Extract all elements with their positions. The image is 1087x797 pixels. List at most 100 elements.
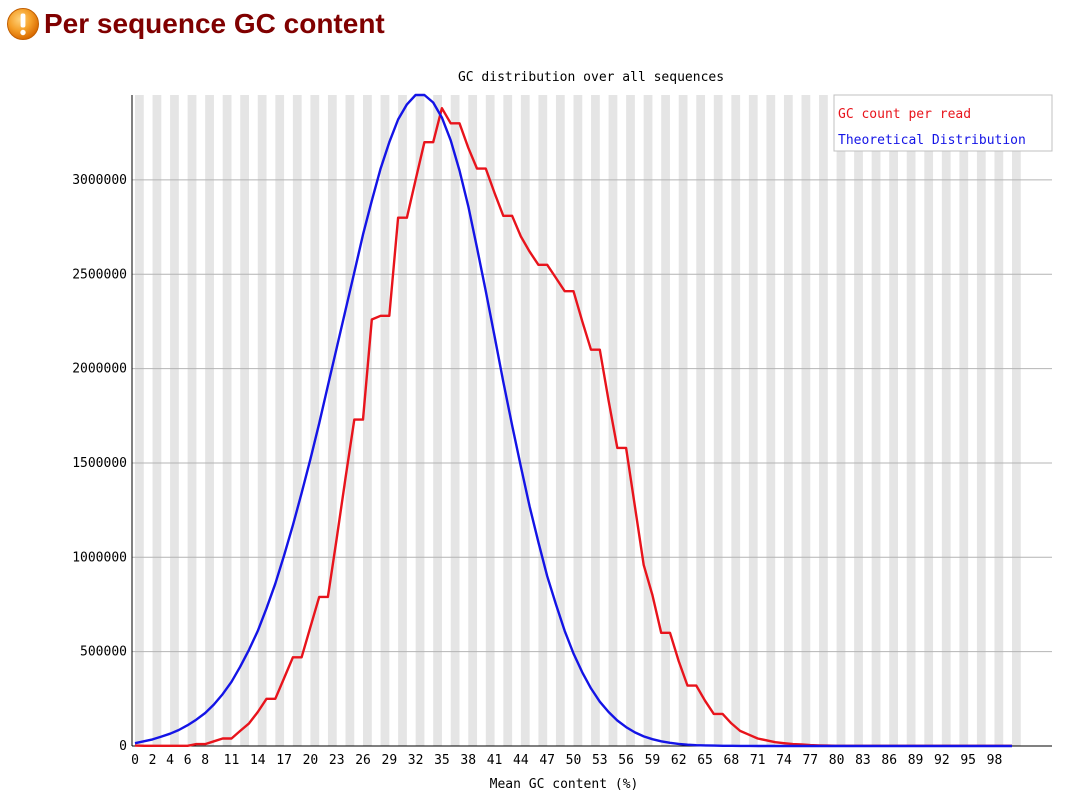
stripe-band bbox=[924, 95, 934, 746]
x-tick-label: 2 bbox=[149, 753, 157, 768]
x-tick-label: 4 bbox=[166, 753, 174, 768]
stripe-band bbox=[135, 95, 144, 746]
stripe-band bbox=[222, 95, 232, 746]
stripe-band bbox=[994, 95, 1004, 746]
stripe-band bbox=[889, 95, 898, 746]
stripe-band bbox=[310, 95, 320, 746]
stripe-band bbox=[591, 95, 600, 746]
stripe-band bbox=[941, 95, 951, 746]
x-tick-label: 59 bbox=[645, 753, 661, 768]
stripe-band bbox=[468, 95, 478, 746]
stripe-band bbox=[731, 95, 741, 746]
x-tick-label: 17 bbox=[276, 753, 292, 768]
stripe-band bbox=[415, 95, 425, 746]
stripe-band bbox=[678, 95, 688, 746]
stripe-band bbox=[345, 95, 355, 746]
stripe-band bbox=[450, 95, 460, 746]
legend: GC count per read Theoretical Distributi… bbox=[833, 94, 1053, 152]
stripe-band bbox=[959, 95, 969, 746]
grid-lines bbox=[132, 179, 1052, 653]
x-tick-label: 62 bbox=[671, 753, 687, 768]
x-tick-label: 32 bbox=[408, 753, 424, 768]
chart-title: GC distribution over all sequences bbox=[458, 70, 724, 85]
x-tick-label: 68 bbox=[724, 753, 740, 768]
x-tick-label: 77 bbox=[802, 753, 818, 768]
stripe-band bbox=[398, 95, 407, 746]
stripe-band bbox=[292, 95, 302, 746]
stripe-band bbox=[503, 95, 513, 746]
stripe-band bbox=[819, 95, 828, 746]
stripe-band bbox=[187, 95, 197, 746]
stripe-band bbox=[573, 95, 583, 746]
stripe-band bbox=[836, 95, 846, 746]
stripe-band bbox=[766, 95, 776, 746]
stripe-band bbox=[363, 95, 372, 746]
stripe-band bbox=[205, 95, 214, 746]
x-tick-label: 14 bbox=[250, 753, 266, 768]
stripe-band bbox=[643, 95, 653, 746]
x-tick-label: 98 bbox=[987, 753, 1003, 768]
stripe-band bbox=[801, 95, 811, 746]
y-tick-label: 1500000 bbox=[72, 456, 127, 471]
x-tick-label: 20 bbox=[303, 753, 319, 768]
stripe-band bbox=[1012, 95, 1021, 746]
gc-content-chart: 0 2 4 6 8 11 14 17 20 23 26 29 32 35 38 41 44 47 50 53 56 59 6… bbox=[72, 70, 1053, 792]
y-tick-labels: 0 500000 1000000 1500000 2000000 2500000 30000… bbox=[72, 173, 127, 754]
x-tick-label: 47 bbox=[539, 753, 555, 768]
y-tick-label: 0 bbox=[119, 739, 127, 754]
series-lines bbox=[134, 93, 1012, 748]
x-tick-label: 44 bbox=[513, 753, 529, 768]
stripe-band bbox=[713, 95, 723, 746]
x-tick-label: 41 bbox=[487, 753, 503, 768]
stripe-band bbox=[485, 95, 495, 746]
background-stripes bbox=[135, 95, 1021, 746]
stripe-band bbox=[555, 95, 565, 746]
stripe-band bbox=[854, 95, 863, 746]
series-line-theoretical bbox=[134, 93, 1012, 748]
legend-entry-theoretical: Theoretical Distribution bbox=[838, 133, 1026, 148]
x-tick-label: 6 bbox=[184, 753, 192, 768]
x-tick-label: 38 bbox=[460, 753, 476, 768]
stripe-band bbox=[538, 95, 548, 746]
x-tick-label: 83 bbox=[855, 753, 871, 768]
stripe-band bbox=[433, 95, 442, 746]
x-tick-label: 29 bbox=[382, 753, 398, 768]
stripe-band bbox=[170, 95, 179, 746]
x-axis-label: Mean GC content (%) bbox=[490, 777, 639, 792]
stripe-band bbox=[380, 95, 390, 746]
x-tick-label: 71 bbox=[750, 753, 766, 768]
stripe-band bbox=[696, 95, 706, 746]
x-tick-label: 80 bbox=[829, 753, 845, 768]
x-tick-label: 50 bbox=[566, 753, 582, 768]
x-tick-label: 26 bbox=[355, 753, 371, 768]
x-tick-labels: 0 2 4 6 8 11 14 17 20 23 26 29 32 35 38 41 44 47 50 53 56 59 6… bbox=[131, 753, 1002, 768]
stripe-band bbox=[520, 95, 530, 746]
page-title: Per sequence GC content bbox=[44, 8, 385, 39]
x-tick-label: 65 bbox=[697, 753, 713, 768]
y-tick-label: 2500000 bbox=[72, 267, 127, 282]
x-tick-label: 53 bbox=[592, 753, 608, 768]
legend-entry-gc-count: GC count per read bbox=[838, 107, 971, 122]
x-tick-label: 95 bbox=[960, 753, 976, 768]
x-tick-label: 86 bbox=[881, 753, 897, 768]
stripe-band bbox=[152, 95, 162, 746]
y-tick-label: 2000000 bbox=[72, 362, 127, 377]
stripe-band bbox=[257, 95, 267, 746]
stripe-band bbox=[327, 95, 337, 746]
stripe-band bbox=[275, 95, 285, 746]
x-tick-label: 11 bbox=[224, 753, 240, 768]
section-header: Per sequence GC content bbox=[6, 4, 385, 44]
y-tick-label: 3000000 bbox=[72, 173, 127, 188]
x-tick-label: 56 bbox=[618, 753, 634, 768]
x-tick-label: 74 bbox=[776, 753, 792, 768]
legend-box bbox=[833, 94, 1053, 152]
x-tick-label: 92 bbox=[934, 753, 950, 768]
stripe-band bbox=[906, 95, 916, 746]
stripe-band bbox=[976, 95, 986, 746]
stripe-band bbox=[661, 95, 670, 746]
x-tick-label: 35 bbox=[434, 753, 450, 768]
y-tick-label: 500000 bbox=[80, 645, 127, 660]
y-tick-label: 1000000 bbox=[72, 550, 127, 565]
x-tick-label: 89 bbox=[908, 753, 924, 768]
stripe-band bbox=[748, 95, 758, 746]
